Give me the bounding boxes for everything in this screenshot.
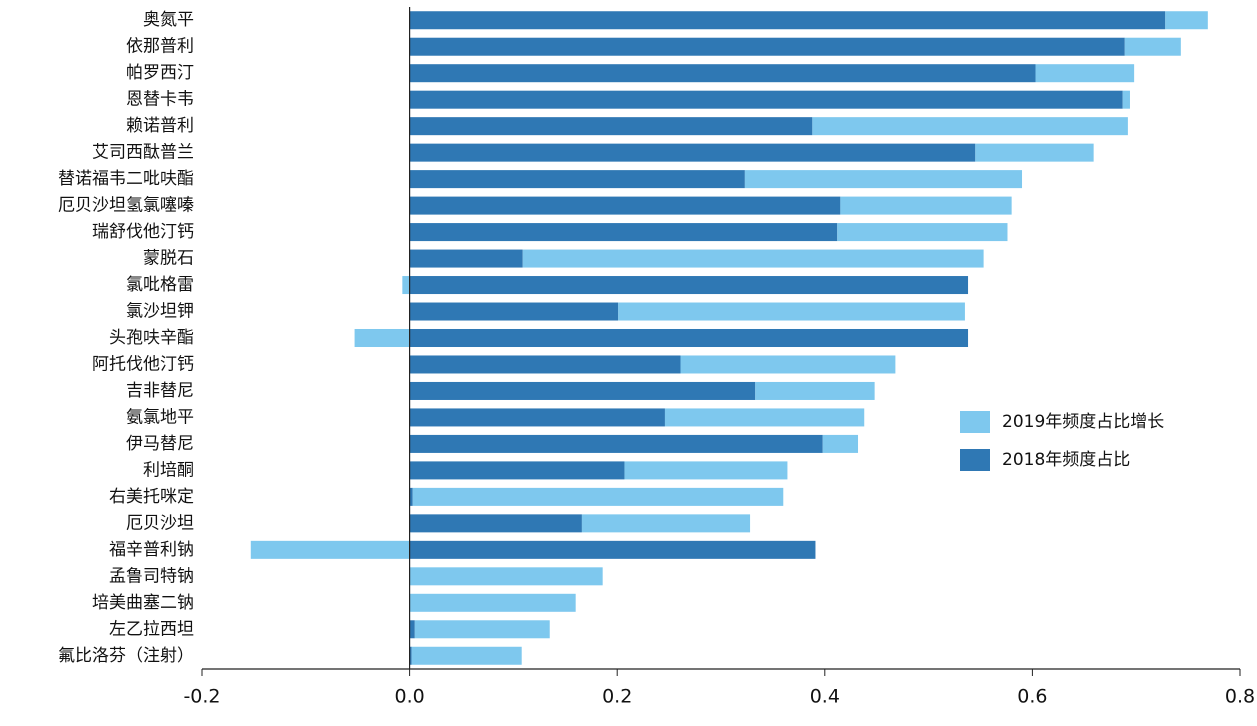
bar <box>409 249 523 268</box>
bar <box>1165 11 1208 30</box>
bar <box>412 487 784 506</box>
x-tick-label: 0.4 <box>810 686 840 708</box>
bar <box>840 196 1012 215</box>
x-tick-label: -0.2 <box>183 686 220 708</box>
y-tick-label: 奥氮平 <box>143 10 194 30</box>
bar <box>409 143 976 162</box>
bar <box>581 514 751 533</box>
y-tick-label: 氨氯地平 <box>126 407 194 427</box>
y-tick-label: 伊马替尼 <box>126 434 194 454</box>
bar <box>409 302 619 321</box>
y-tick-label: 左乙拉西坦 <box>109 619 194 639</box>
bar <box>409 355 681 374</box>
bar <box>409 90 1123 109</box>
bar <box>409 196 841 215</box>
y-tick-label: 培美曲塞二钠 <box>92 593 194 613</box>
y-tick-label: 恩替卡韦 <box>126 90 194 110</box>
y-tick-label: 氯吡格雷 <box>126 275 194 295</box>
x-tick-label: 0.2 <box>602 686 632 708</box>
bar <box>354 328 410 348</box>
y-tick-label: 氯沙坦钾 <box>126 302 194 322</box>
y-tick-label: 福辛普利钠 <box>109 540 194 560</box>
y-tick-label: 孟鲁司特钠 <box>109 566 194 586</box>
bar <box>812 117 1128 136</box>
bar <box>409 37 1125 56</box>
bar <box>414 620 550 639</box>
bar <box>837 223 1008 242</box>
bar <box>975 143 1094 162</box>
x-tick-label: 0.0 <box>394 686 424 708</box>
bar <box>1124 37 1181 56</box>
bar <box>409 620 415 639</box>
legend-label: 2018年频度占比 <box>1002 450 1130 470</box>
legend-swatch <box>960 449 990 471</box>
bar <box>1035 64 1135 83</box>
y-tick-label: 艾司西酞普兰 <box>92 143 194 163</box>
y-tick-label: 吉非替尼 <box>126 381 194 401</box>
legend-label: 2019年频度占比增长 <box>1002 412 1164 432</box>
bar <box>409 328 969 348</box>
y-tick-label: 氟比洛芬（注射） <box>58 646 194 666</box>
bar <box>409 567 603 586</box>
bar <box>755 381 875 400</box>
y-tick-label: 帕罗西汀 <box>126 63 194 83</box>
x-tick-label: 0.6 <box>1017 686 1047 708</box>
bar <box>409 646 412 665</box>
bar <box>409 64 1036 83</box>
bar <box>409 593 576 612</box>
y-tick-label: 蒙脱石 <box>143 249 194 269</box>
bar <box>409 434 823 453</box>
bar <box>744 170 1023 189</box>
bar <box>409 540 816 559</box>
bar <box>409 487 413 506</box>
bar <box>409 117 813 136</box>
bar <box>411 646 522 665</box>
legend-swatch <box>960 411 990 433</box>
bar <box>409 170 745 189</box>
y-tick-label: 右美托咪定 <box>109 487 194 507</box>
bar <box>522 249 984 268</box>
y-tick-label: 依那普利 <box>126 37 194 57</box>
bar <box>402 276 410 295</box>
y-tick-label: 利培酮 <box>143 460 194 480</box>
bar <box>409 11 1166 30</box>
bar <box>1122 90 1130 109</box>
y-tick-label: 替诺福韦二吡呋酯 <box>58 169 194 189</box>
bar <box>409 514 582 533</box>
bar <box>680 355 896 374</box>
y-tick-label: 赖诺普利 <box>126 116 194 136</box>
bar <box>250 540 410 559</box>
bar <box>822 434 859 453</box>
y-tick-label: 厄贝沙坦氢氯噻嗪 <box>58 196 194 216</box>
bar <box>409 408 665 427</box>
x-tick-label: 0.8 <box>1225 686 1255 708</box>
bar <box>409 381 756 400</box>
y-tick-label: 瑞舒伐他汀钙 <box>92 222 194 242</box>
bar <box>409 276 969 295</box>
bar <box>624 461 788 480</box>
bar <box>409 223 838 242</box>
bar <box>618 302 965 321</box>
y-tick-label: 厄贝沙坦 <box>126 513 194 533</box>
y-tick-label: 阿托伐他汀钙 <box>92 354 194 374</box>
bar <box>664 408 865 427</box>
bar <box>409 461 625 480</box>
y-tick-label: 头孢呋辛酯 <box>109 328 194 348</box>
